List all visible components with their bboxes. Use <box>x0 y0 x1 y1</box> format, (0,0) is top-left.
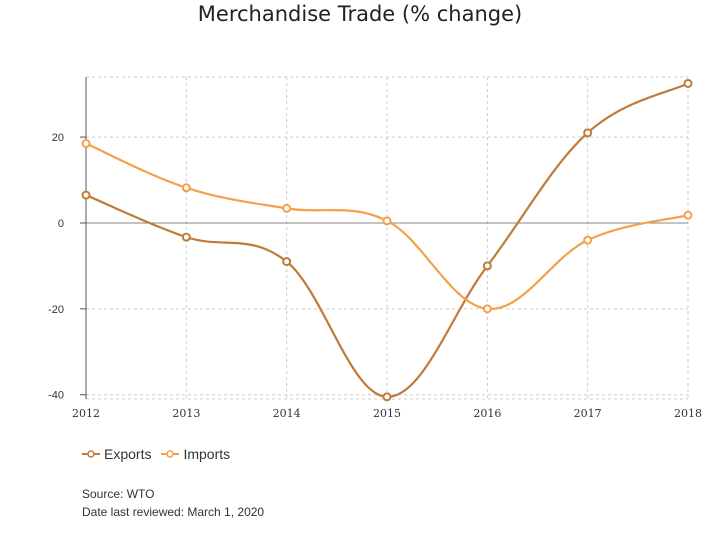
y-tick-label: -20 <box>48 304 64 316</box>
data-point-imports <box>382 216 392 226</box>
x-tick-label: 2012 <box>72 407 100 420</box>
data-point-imports <box>282 203 292 213</box>
x-tick-label: 2017 <box>574 407 602 420</box>
y-tick-labels: 20 0 -20 -40 <box>48 132 64 402</box>
data-point-imports <box>683 210 693 220</box>
source-note: Source: WTO <box>82 487 155 501</box>
series-points <box>81 78 693 402</box>
reviewed-date: Date last reviewed: March 1, 2020 <box>82 505 265 519</box>
legend-marker-exports <box>82 450 100 458</box>
x-tick-label: 2015 <box>373 407 401 420</box>
legend: Exports Imports <box>82 446 230 462</box>
chart-footer: Source: WTO Date last reviewed: March 1,… <box>82 485 264 521</box>
x-tick-label: 2013 <box>172 407 200 420</box>
data-point-exports <box>81 190 91 200</box>
data-point-exports <box>482 261 492 271</box>
data-point-exports <box>282 257 292 267</box>
data-point-imports <box>583 235 593 245</box>
y-tick-label: 20 <box>52 132 64 144</box>
x-tick-labels: 2012 2013 2014 2015 2016 2017 2018 <box>72 407 702 420</box>
y-tick-label: 0 <box>58 218 64 230</box>
legend-label-exports: Exports <box>104 446 152 462</box>
legend-label-imports: Imports <box>183 446 231 462</box>
data-point-imports <box>81 139 91 149</box>
data-point-imports <box>181 183 191 193</box>
data-point-imports <box>482 304 492 314</box>
legend-item-exports[interactable]: Exports <box>82 446 151 462</box>
data-point-exports <box>683 78 693 88</box>
legend-item-imports[interactable]: Imports <box>161 446 230 462</box>
x-tick-label: 2014 <box>273 407 301 420</box>
x-tick-label: 2018 <box>674 407 702 420</box>
data-point-exports <box>382 392 392 402</box>
legend-marker-imports <box>161 450 180 458</box>
chart-title: Merchandise Trade (% change) <box>197 2 523 26</box>
data-point-exports <box>181 232 191 242</box>
x-tick-label: 2016 <box>473 407 501 420</box>
data-point-exports <box>583 128 593 138</box>
y-tick-label: -40 <box>48 390 64 402</box>
